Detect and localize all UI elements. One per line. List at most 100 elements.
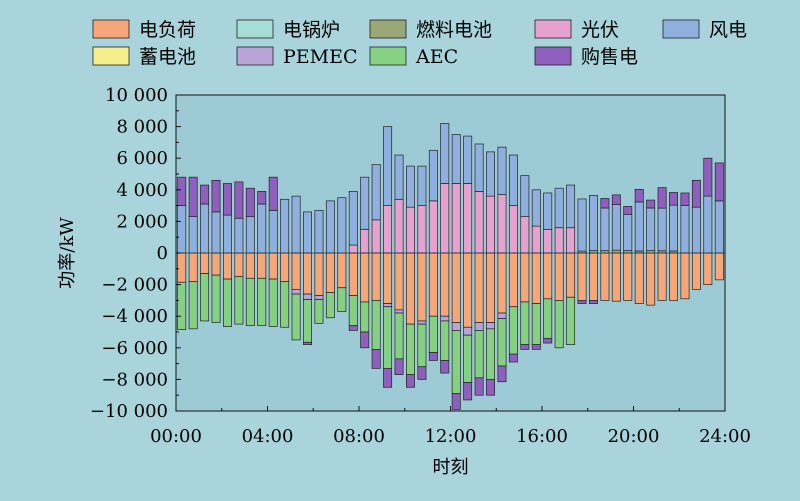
bar-PEMEC-10	[291, 288, 301, 295]
bar-电负荷-44	[680, 252, 690, 300]
bar-电负荷-26	[474, 252, 484, 323]
bar-AEC-4	[223, 278, 232, 327]
bar-购售电-19	[394, 358, 404, 376]
bar-电负荷-3	[211, 252, 221, 276]
bar-电负荷-33	[554, 252, 564, 301]
bar-电负荷-0	[177, 252, 187, 283]
bar-AEC-24	[451, 330, 461, 394]
bar-PEMEC-25	[463, 326, 473, 336]
bar-电负荷-28	[497, 252, 507, 314]
bar-风电-1	[188, 216, 198, 254]
bar-AEC-13	[325, 292, 335, 319]
bar-AEC-21	[417, 323, 427, 368]
bar-光伏-23	[440, 183, 450, 254]
bar-风电-19	[394, 154, 404, 200]
bar-购售电-40	[634, 188, 644, 203]
x-tick-label: 08:00	[333, 426, 385, 447]
bar-电负荷-38	[611, 252, 621, 302]
bar-风电-23	[440, 123, 450, 184]
bar-购售电-3	[211, 179, 221, 213]
bar-电负荷-36	[588, 252, 598, 301]
bar-AEC-18	[383, 306, 393, 369]
bar-风电-25	[463, 135, 473, 184]
bar-购售电-6	[245, 187, 255, 218]
legend-swatch	[534, 46, 572, 66]
legend-swatch	[92, 19, 130, 39]
bar-AEC-1	[188, 281, 198, 330]
bar-光伏-24	[451, 183, 461, 254]
bar-购售电-11	[303, 341, 312, 345]
y-tick-label: −6 000	[101, 338, 168, 359]
bar-PEMEC-11	[303, 293, 312, 300]
bar-风电-26	[474, 143, 484, 192]
bar-光伏-32	[543, 228, 553, 254]
bar-购售电-25	[463, 382, 473, 401]
bar-电负荷-45	[691, 252, 701, 290]
bar-PEMEC-26	[474, 322, 484, 331]
bar-购售电-45	[691, 179, 701, 208]
bar-PEMEC-28	[497, 312, 507, 319]
y-tick-label: −4 000	[101, 306, 168, 327]
bar-购售电-27	[486, 379, 495, 396]
bar-购售电-21	[417, 366, 427, 380]
bar-风电-13	[325, 200, 335, 254]
bar-风电-0	[177, 205, 187, 254]
bar-电负荷-8	[268, 252, 278, 280]
legend-label: 风电	[709, 19, 747, 41]
bar-风电-15	[348, 191, 358, 246]
bar-光伏-16	[360, 228, 370, 254]
legend-swatch	[236, 46, 274, 66]
bar-购售电-23	[440, 360, 450, 374]
bar-购售电-32	[543, 337, 553, 344]
bar-购售电-4	[223, 183, 232, 216]
bar-AEC-34	[566, 296, 576, 345]
bar-购售电-1	[188, 176, 198, 218]
bar-风电-12	[314, 209, 324, 254]
bar-AEC-3	[211, 274, 221, 323]
bar-购售电-20	[406, 374, 415, 388]
bar-AEC-27	[486, 328, 495, 380]
bar-购售电-46	[703, 157, 713, 197]
bar-燃料电池-38	[611, 249, 621, 254]
bar-光伏-22	[428, 200, 438, 254]
bar-电负荷-37	[600, 252, 610, 301]
bar-购售电-8	[268, 176, 278, 211]
bar-AEC-16	[360, 301, 370, 333]
bar-AEC-9	[280, 281, 290, 328]
bar-风电-36	[588, 194, 598, 251]
bar-电负荷-21	[417, 252, 427, 322]
bar-风电-16	[360, 176, 370, 230]
bar-风电-40	[634, 201, 644, 252]
bar-风电-46	[703, 195, 713, 254]
bar-光伏-29	[508, 205, 518, 254]
y-tick-label: 4 000	[116, 180, 168, 201]
bar-购售电-16	[360, 331, 370, 349]
bar-风电-42	[657, 207, 667, 252]
bar-购售电-42	[657, 187, 667, 209]
bar-购售电-41	[646, 199, 656, 209]
bar-光伏-17	[371, 219, 381, 254]
bar-电负荷-6	[245, 252, 255, 279]
bar-风电-33	[554, 187, 564, 229]
bar-光伏-21	[417, 205, 427, 254]
bar-风电-20	[406, 165, 415, 208]
bar-购售电-39	[623, 206, 633, 215]
bar-AEC-2	[200, 273, 210, 322]
bar-电负荷-11	[303, 252, 312, 295]
bar-电负荷-5	[234, 252, 244, 278]
bar-风电-35	[577, 198, 587, 252]
bar-购售电-22	[428, 352, 438, 361]
bar-风电-31	[531, 189, 541, 227]
bar-电负荷-23	[440, 252, 450, 317]
bar-电负荷-10	[291, 252, 301, 290]
bar-购售电-47	[714, 162, 724, 202]
bar-风电-2	[200, 203, 210, 254]
bar-AEC-33	[554, 300, 564, 349]
legend-label: AEC	[415, 46, 458, 68]
bar-PEMEC-23	[440, 315, 450, 322]
bar-购售电-30	[520, 344, 530, 350]
y-axis-title: 功率/kW	[57, 217, 78, 289]
bar-电负荷-47	[714, 252, 724, 281]
y-tick-label: −8 000	[101, 369, 168, 390]
bar-AEC-20	[406, 323, 415, 376]
